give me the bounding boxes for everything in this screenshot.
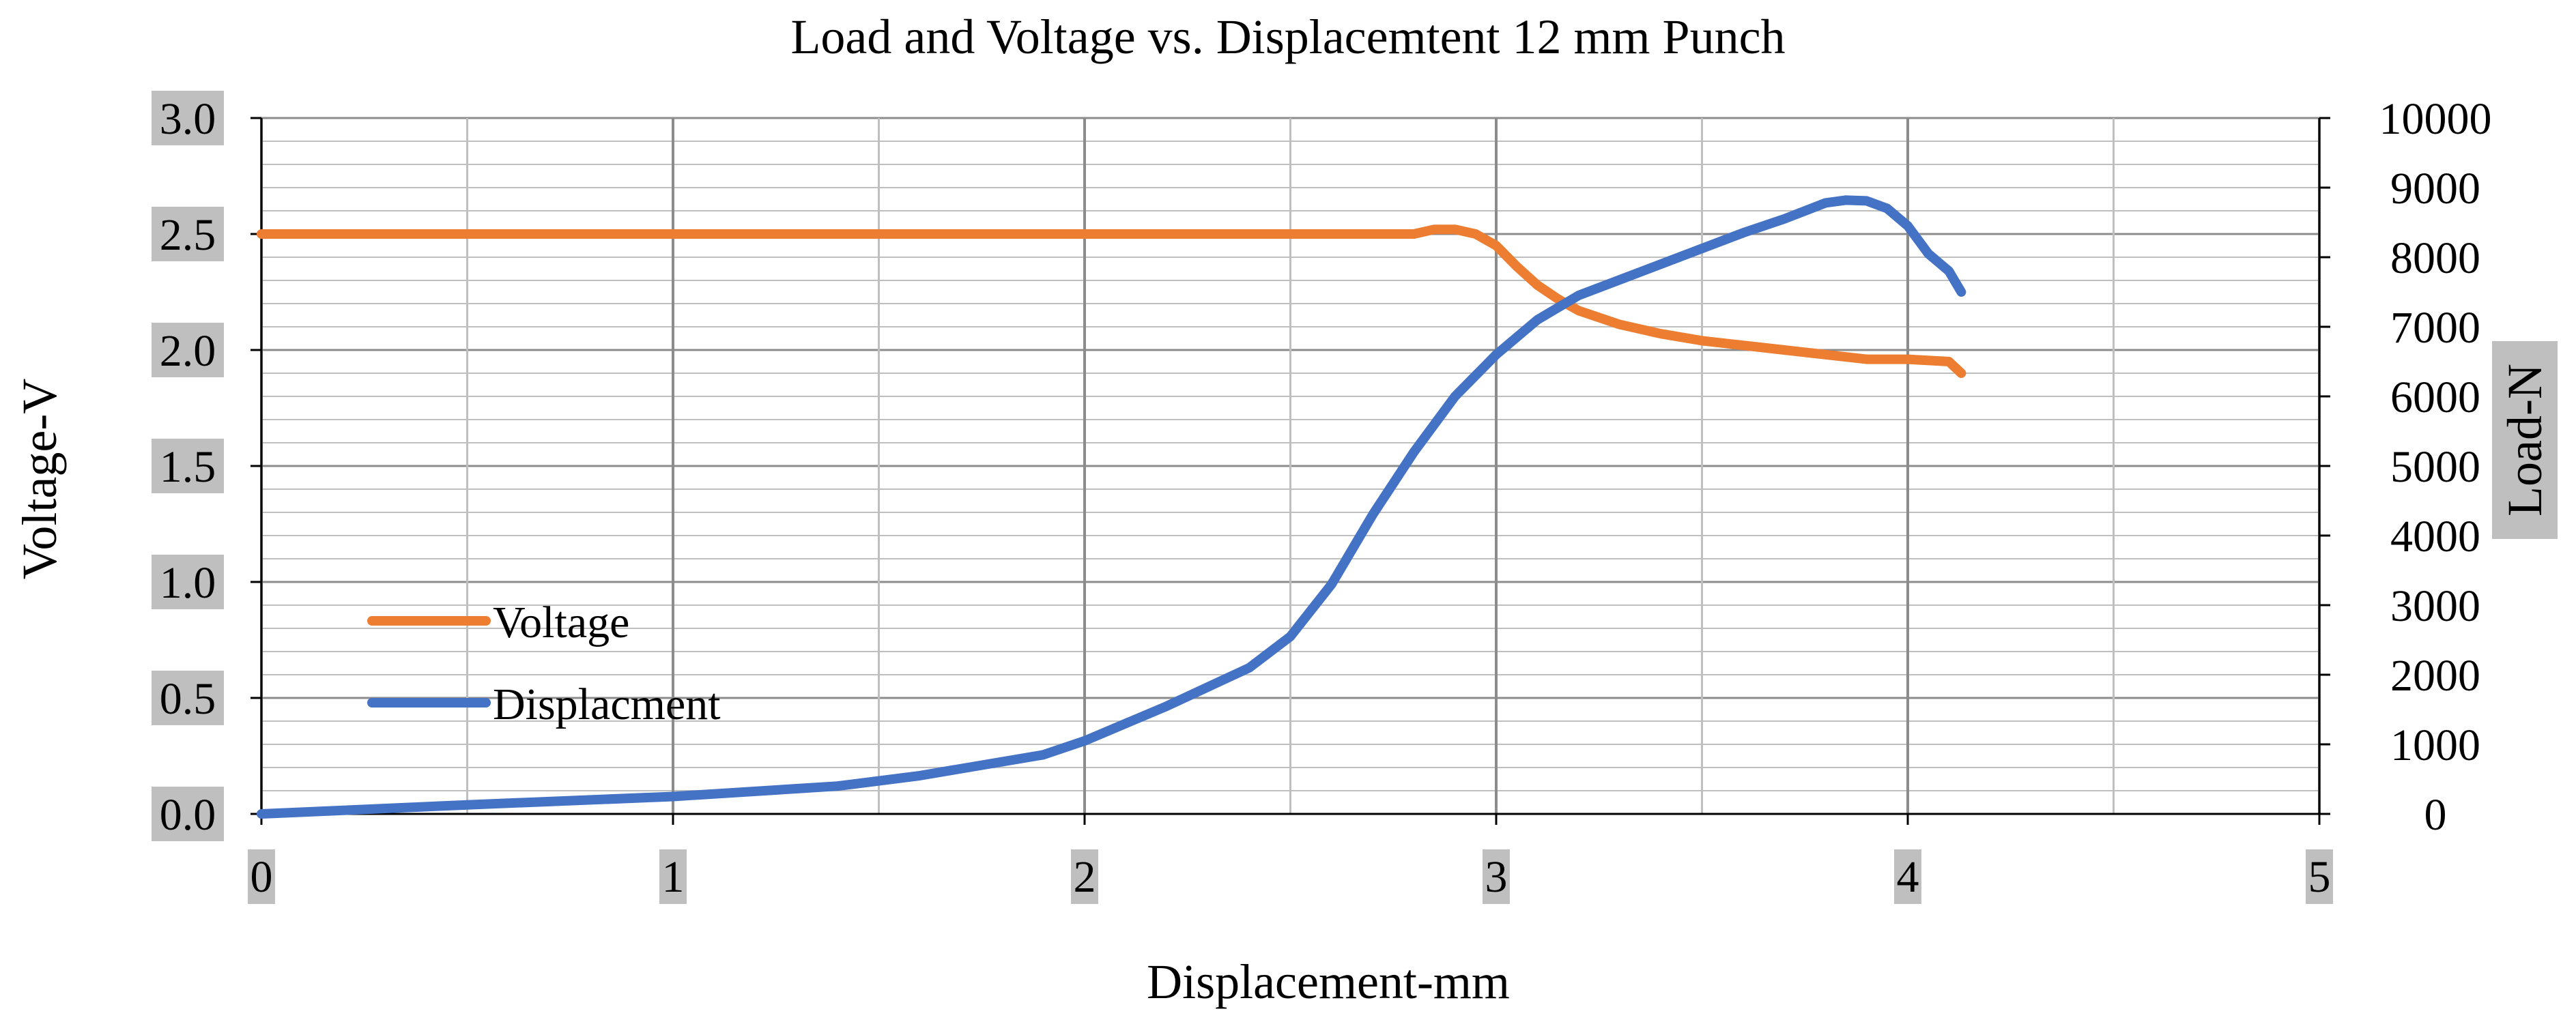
y2-tick-label: 3000 [2390, 581, 2480, 631]
x-tick-label-background [2306, 849, 2333, 904]
x-tick-label-background [1894, 849, 1921, 904]
x-tick-label: 2 [1074, 852, 1096, 902]
x-tick-label: 4 [1897, 852, 1919, 902]
y2-tick-label: 4000 [2390, 512, 2480, 561]
x-tick-label: 5 [2308, 852, 2331, 902]
y-tick-label-background [152, 91, 224, 145]
y-tick-label-background [152, 787, 224, 841]
y-tick-label: 1.0 [160, 558, 216, 608]
legend-label-displacment: Displacment [493, 680, 721, 729]
y-tick-label: 2.5 [160, 210, 216, 260]
axes: 0.00.51.01.52.02.53.00100020003000400050… [152, 91, 2492, 904]
legend: Voltage Displacment [367, 598, 721, 729]
y2-axis-title-background [2492, 341, 2558, 539]
y2-tick-label: 7000 [2390, 303, 2480, 353]
y-axis-title-left: Voltage-V [12, 379, 67, 580]
legend-label-voltage: Voltage [493, 598, 629, 647]
y-axis-title-right: Load-N [2498, 364, 2552, 516]
x-tick-label-background [248, 849, 275, 904]
y-tick-label-background [152, 207, 224, 261]
y-tick-label: 0.5 [160, 674, 216, 724]
x-tick-label-background [659, 849, 687, 904]
x-tick-label-background [1071, 849, 1098, 904]
y-tick-label-background [152, 323, 224, 377]
y-tick-label-background [152, 439, 224, 493]
y2-tick-label: 5000 [2390, 442, 2480, 492]
y2-tick-label: 8000 [2390, 233, 2480, 283]
y2-tick-label: 1000 [2390, 720, 2480, 770]
y2-tick-label: 0 [2424, 790, 2447, 840]
x-tick-label: 3 [1485, 852, 1508, 902]
series-line-displacment [257, 195, 1966, 819]
y2-tick-label: 9000 [2390, 164, 2480, 214]
y2-tick-label: 6000 [2390, 373, 2480, 422]
y2-tick-label: 10000 [2379, 94, 2492, 144]
y-tick-label: 3.0 [160, 94, 216, 144]
y-tick-label-background [152, 555, 224, 609]
x-tick-label: 0 [251, 852, 273, 902]
y-tick-label-background [152, 671, 224, 725]
chart-title: Load and Voltage vs. Displacemtent 12 mm… [790, 10, 1785, 64]
y-tick-label: 1.5 [160, 442, 216, 492]
x-axis-title: Displacement-mm [1147, 954, 1510, 1009]
series-lines [257, 195, 1966, 819]
y2-tick-label: 2000 [2390, 651, 2480, 701]
y-tick-label: 0.0 [160, 790, 216, 840]
gridlines [260, 117, 2321, 815]
y-tick-label: 2.0 [160, 326, 216, 376]
x-tick-label: 1 [662, 852, 685, 902]
x-tick-label-background [1483, 849, 1510, 904]
series-line-voltage [257, 224, 1966, 378]
